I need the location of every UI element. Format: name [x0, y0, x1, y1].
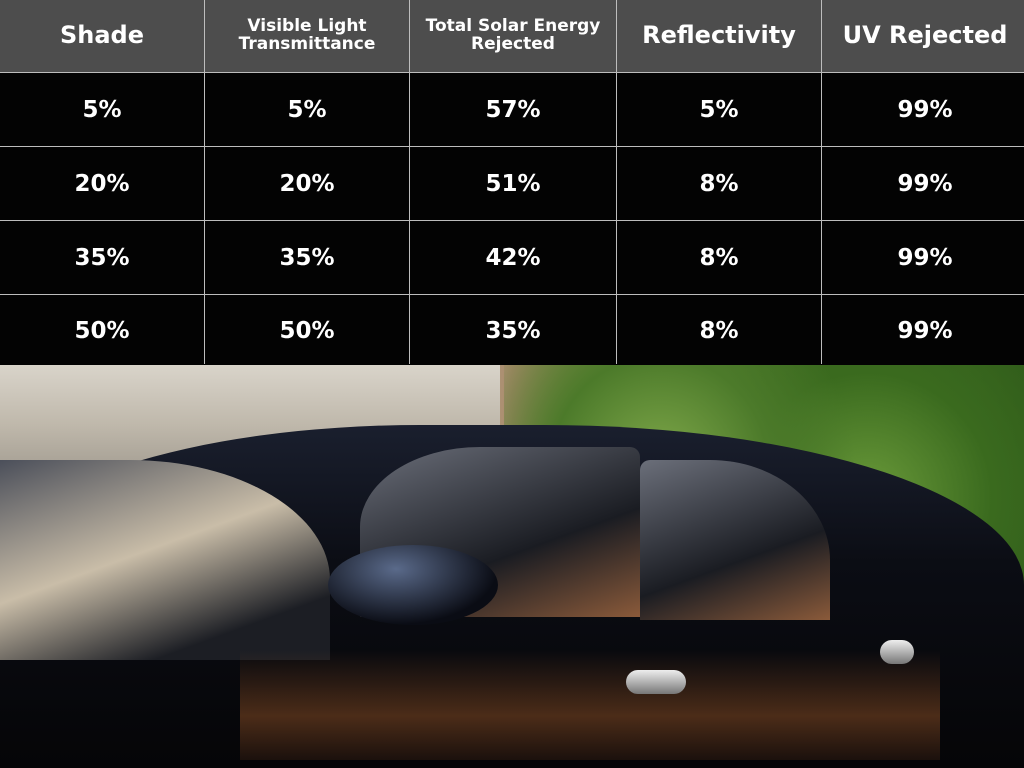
table-cell: 99%	[822, 221, 1024, 294]
table-cell: 20%	[205, 147, 409, 220]
table-cell: 57%	[410, 73, 616, 146]
header-uv: UV Rejected	[822, 0, 1024, 72]
table-cell: 50%	[205, 295, 409, 367]
rear-door-handle	[880, 640, 914, 664]
table-cell: 8%	[617, 147, 821, 220]
front-door-handle	[626, 670, 686, 694]
header-vlt: Visible Light Transmittance	[205, 0, 409, 72]
tinted-car-photo	[0, 365, 1024, 768]
table-cell: 8%	[617, 221, 821, 294]
table-cell: 5%	[0, 73, 204, 146]
car-body	[0, 425, 1024, 768]
table-cell: 35%	[205, 221, 409, 294]
table-cell: 42%	[410, 221, 616, 294]
tint-spec-table: Shade Visible Light Transmittance Total …	[0, 0, 1024, 367]
header-shade: Shade	[0, 0, 204, 72]
table-cell: 50%	[0, 295, 204, 367]
table-cell: 99%	[822, 295, 1024, 367]
table-cell: 35%	[410, 295, 616, 367]
table-cell: 5%	[205, 73, 409, 146]
header-reflectivity: Reflectivity	[617, 0, 821, 72]
table-cell: 8%	[617, 295, 821, 367]
windshield	[0, 460, 330, 660]
side-mirror	[328, 545, 498, 625]
table-cell: 20%	[0, 147, 204, 220]
table-cell: 51%	[410, 147, 616, 220]
table-cell: 99%	[822, 147, 1024, 220]
rear-window	[640, 460, 830, 620]
table-cell: 35%	[0, 221, 204, 294]
body-reflection	[240, 650, 940, 760]
table-cell: 99%	[822, 73, 1024, 146]
header-tser: Total Solar Energy Rejected	[410, 0, 616, 72]
table-cell: 5%	[617, 73, 821, 146]
